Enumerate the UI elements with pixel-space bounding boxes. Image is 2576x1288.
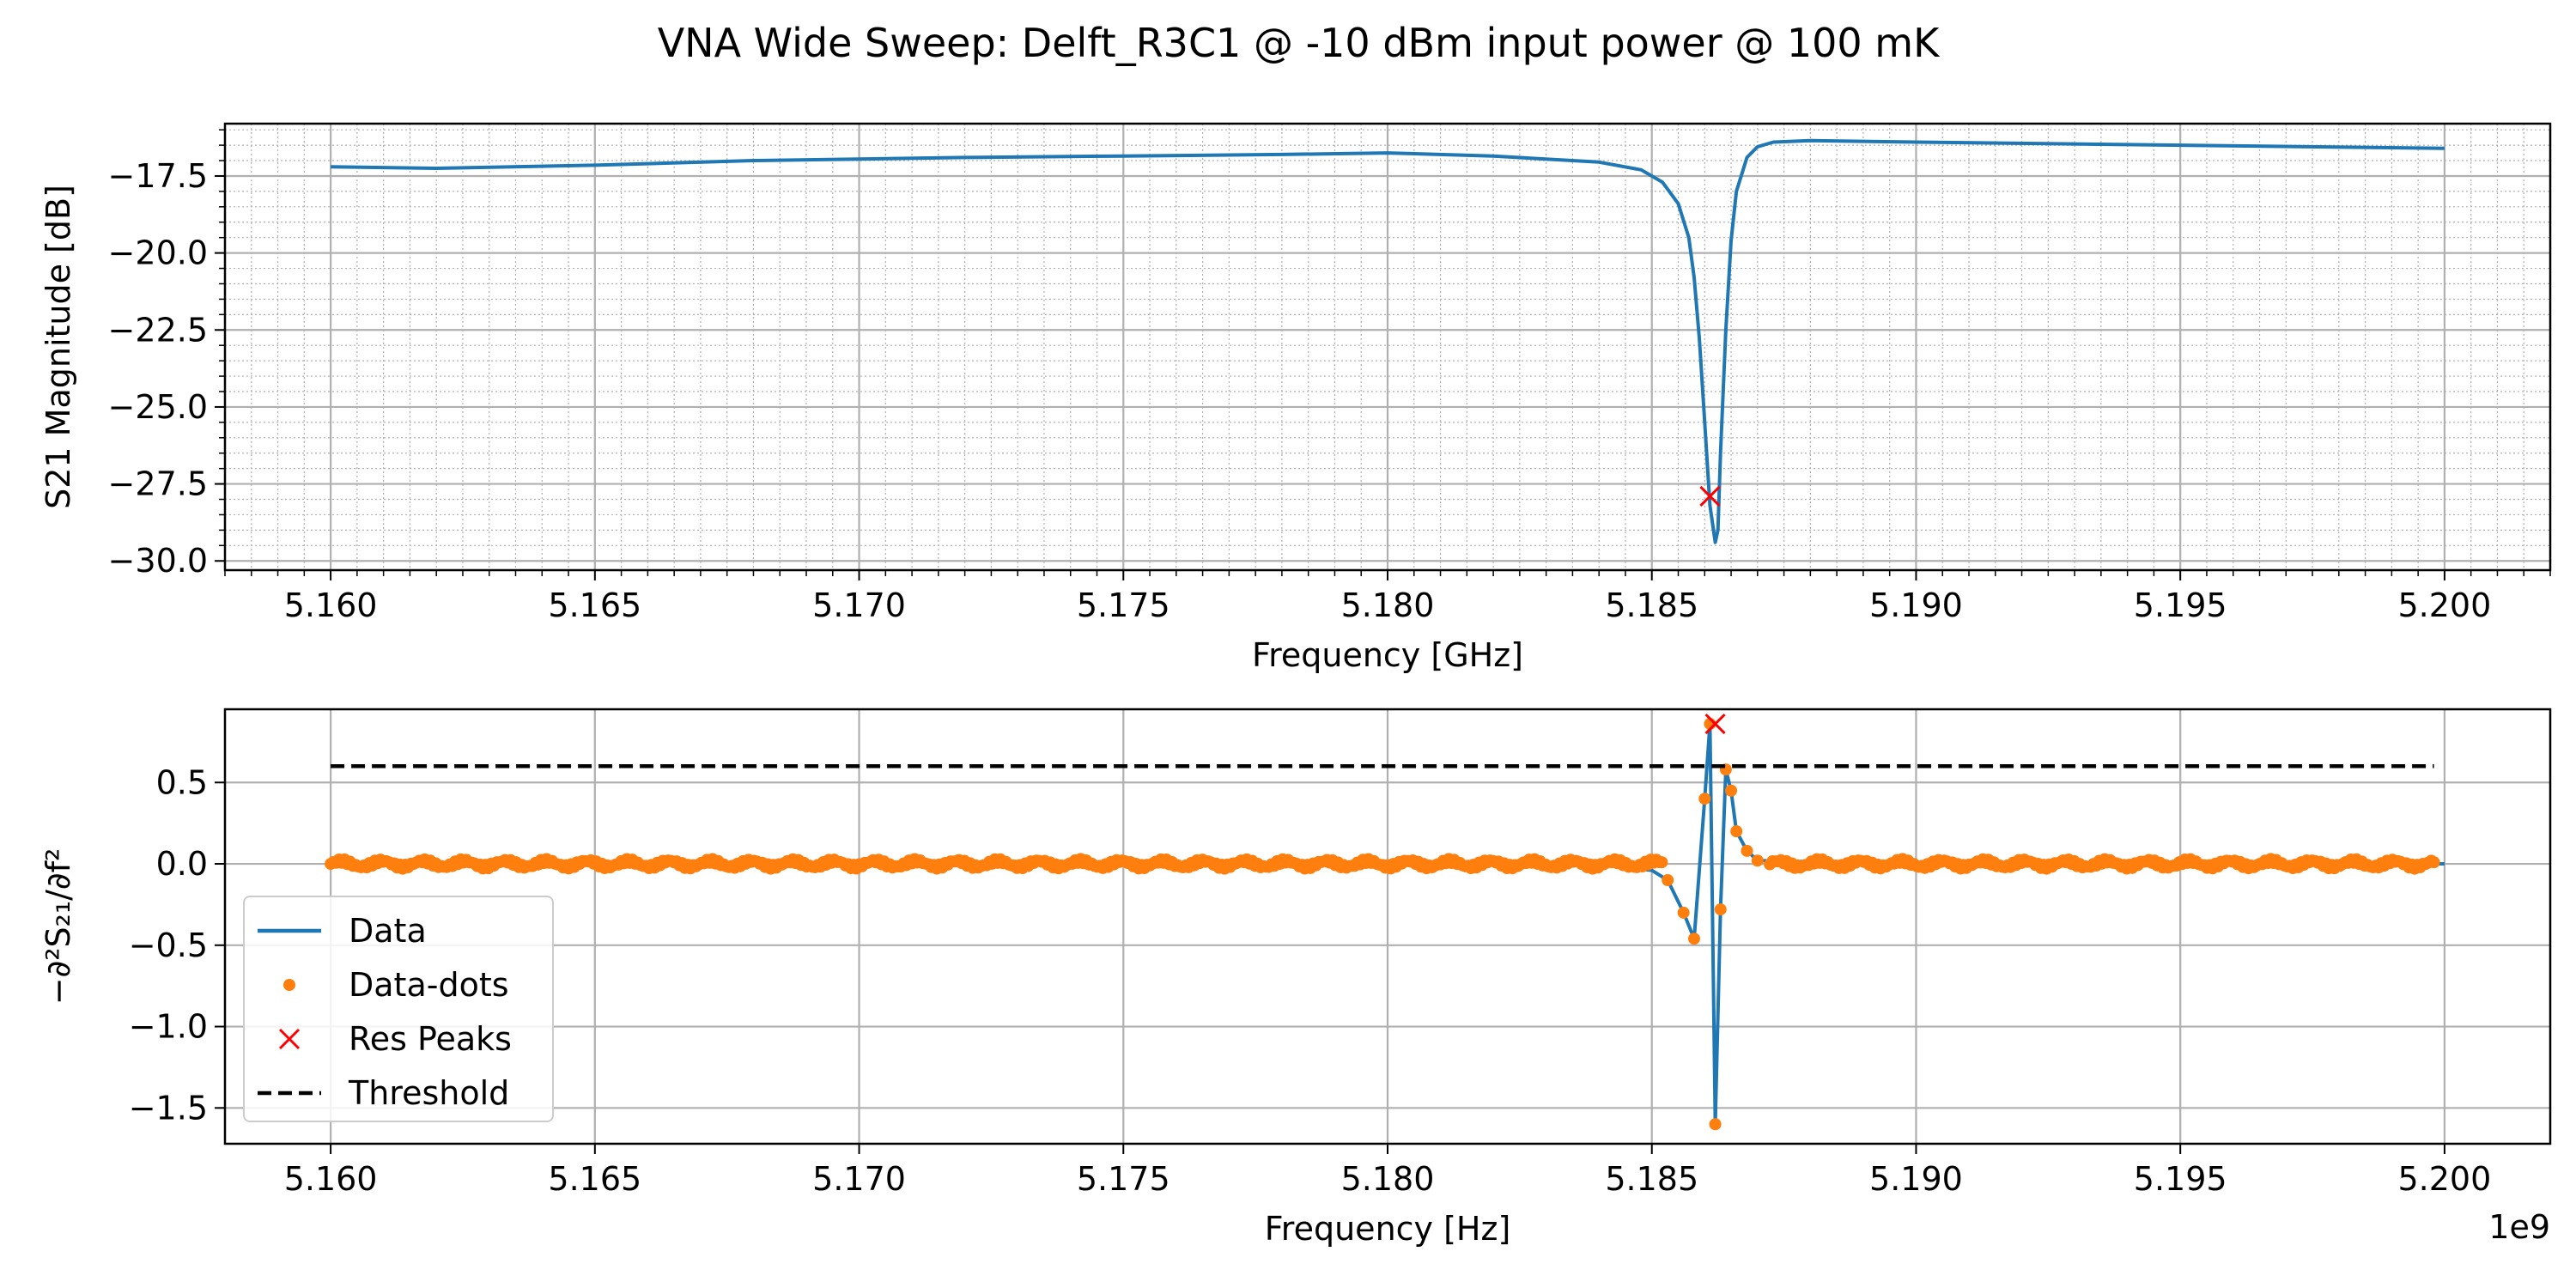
top-series-layer: [331, 138, 2445, 544]
legend-label: Res Peaks: [349, 1020, 512, 1058]
figure-title: VNA Wide Sweep: Delft_R3C1 @ -10 dBm inp…: [658, 20, 1941, 66]
y-tick-label: −17.5: [108, 157, 208, 195]
data-dot: [1687, 933, 1700, 945]
data-dot: [1698, 793, 1711, 805]
x-tick-label: 5.165: [548, 586, 641, 624]
x-tick-label: 5.195: [2134, 586, 2227, 624]
x-tick-label: 5.200: [2398, 586, 2492, 624]
bottom-x-axis-label: Frequency [Hz]: [1265, 1210, 1511, 1248]
data-dot: [1741, 844, 1753, 857]
x-tick-label: 5.185: [1605, 586, 1698, 624]
y-tick-label: 0.0: [156, 845, 208, 883]
legend-marker-x: [278, 1028, 301, 1050]
x-tick-label: 5.190: [1869, 586, 1963, 624]
bottom-ticks: 5.160 5.165 5.170 5.175 5.180 5.185 5.190 5.195…: [129, 763, 2492, 1198]
legend-box: [243, 896, 554, 1122]
y-tick-label: −30.0: [108, 542, 208, 580]
data-dot: [1709, 1118, 1722, 1131]
legend-label: Data-dots: [349, 966, 509, 1004]
y-tick-label: 0.5: [156, 763, 208, 801]
y-tick-label: −1.5: [129, 1089, 208, 1127]
legend-item: Data-dots: [283, 966, 509, 1004]
legend-label: Data: [349, 912, 427, 950]
data-dot: [2427, 856, 2440, 869]
data-dot: [1730, 825, 1743, 838]
x-axis-offset-label: 1e9: [2488, 1208, 2550, 1246]
y-tick-label: −0.5: [129, 927, 208, 964]
top-y-axis-label: S21 Magnitude [dB]: [39, 185, 77, 509]
data-dot: [1656, 856, 1668, 869]
x-tick-label: 5.170: [812, 1160, 906, 1198]
x-tick-label: 5.195: [2134, 1160, 2227, 1198]
data-dot: [1677, 906, 1690, 919]
top-plot-panel: 5.160 5.165 5.170 5.175 5.180 5.185 5.190 5.195…: [39, 122, 2552, 674]
top-grid: [224, 124, 2551, 570]
legend-item: Res Peaks: [278, 1020, 512, 1058]
legend: Data Data-dots Res Peaks Threshold: [243, 896, 554, 1122]
top-x-axis-label: Frequency [GHz]: [1252, 636, 1523, 674]
legend-marker-dot: [283, 979, 295, 991]
series-0-line: [331, 138, 2445, 544]
data-dot: [1662, 873, 1674, 886]
bottom-series-layer: [325, 713, 2445, 1131]
x-tick-label: 5.165: [548, 1160, 641, 1198]
y-tick-label: −22.5: [108, 311, 208, 349]
x-tick-label: 5.160: [284, 1160, 378, 1198]
top-ticks: 5.160 5.165 5.170 5.175 5.180 5.185 5.190 5.195…: [108, 129, 2551, 624]
y-tick-label: −20.0: [108, 234, 208, 272]
x-tick-label: 5.170: [812, 586, 906, 624]
x-tick-label: 5.190: [1869, 1160, 1963, 1198]
x-tick-label: 5.175: [1077, 586, 1170, 624]
x-tick-label: 5.180: [1341, 1160, 1435, 1198]
res-peaks-marker: [1704, 713, 1726, 735]
bottom-plot-panel: 5.160 5.165 5.170 5.175 5.180 5.185 5.190 5.195…: [39, 708, 2552, 1248]
x-tick-label: 5.175: [1077, 1160, 1170, 1198]
data-dot: [1725, 784, 1738, 797]
data-dot: [1751, 854, 1764, 867]
legend-item: Data: [258, 912, 427, 950]
y-tick-label: −25.0: [108, 388, 208, 426]
legend-label: Threshold: [348, 1074, 509, 1112]
x-tick-label: 5.200: [2398, 1160, 2492, 1198]
legend-item: Threshold: [258, 1074, 509, 1112]
x-tick-label: 5.160: [284, 586, 378, 624]
y-tick-label: −27.5: [108, 465, 208, 503]
y-tick-label: −1.0: [129, 1008, 208, 1046]
data-dot: [1714, 903, 1727, 916]
res-peak-marker: [1699, 485, 1721, 507]
bottom-y-axis-label: −∂²S₂₁/∂f²: [39, 848, 77, 1005]
x-tick-label: 5.185: [1605, 1160, 1698, 1198]
x-tick-label: 5.180: [1341, 586, 1435, 624]
data-dots-baseline: [325, 853, 2440, 875]
